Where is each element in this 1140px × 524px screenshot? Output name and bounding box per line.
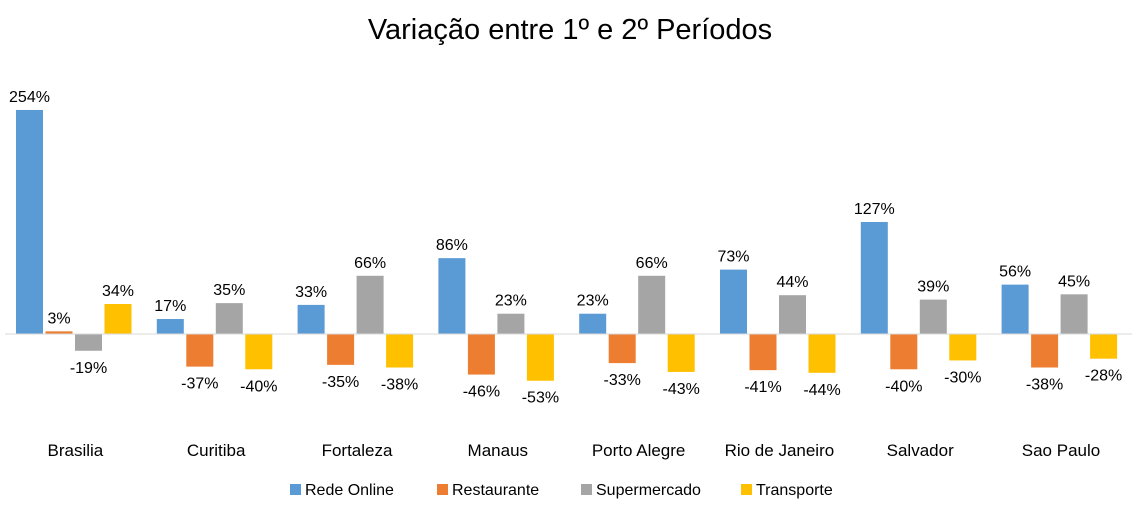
data-label: 17% xyxy=(154,298,186,315)
data-label: -38% xyxy=(381,377,418,394)
data-label: -37% xyxy=(181,376,218,393)
bar-restaurante xyxy=(45,331,73,334)
bar-restaurante xyxy=(1031,334,1059,368)
bar-transporte xyxy=(1090,334,1118,359)
legend-swatch xyxy=(437,484,448,495)
data-label: -40% xyxy=(240,378,277,395)
data-label: 254% xyxy=(9,89,50,106)
data-label: 23% xyxy=(577,293,609,310)
data-label: -44% xyxy=(803,382,840,399)
category-label: Brasilia xyxy=(48,441,104,460)
data-label: 66% xyxy=(354,255,386,272)
data-label: -40% xyxy=(885,378,922,395)
data-label: 86% xyxy=(436,237,468,254)
data-label: -28% xyxy=(1085,368,1122,385)
bar-restaurante xyxy=(890,334,918,370)
chart-title: Variação entre 1º e 2º Períodos xyxy=(368,14,772,46)
data-label: -19% xyxy=(70,360,107,377)
bar-rede-online xyxy=(438,258,466,334)
bar-restaurante xyxy=(608,334,636,364)
bar-supermercado xyxy=(356,275,384,334)
bar-rede-online xyxy=(16,109,43,334)
data-label: -43% xyxy=(663,381,700,398)
bar-supermercado xyxy=(919,299,947,334)
data-label: 127% xyxy=(854,201,895,218)
category-label: Curitiba xyxy=(187,441,246,460)
bar-transporte xyxy=(949,334,977,361)
bar-supermercado xyxy=(497,313,525,334)
bar-supermercado xyxy=(638,275,666,334)
legend-swatch xyxy=(290,484,301,495)
data-label: -46% xyxy=(463,384,500,401)
data-label: -30% xyxy=(944,369,981,386)
bar-rede-online xyxy=(860,221,888,334)
data-label: -38% xyxy=(1026,377,1063,394)
category-label: Porto Alegre xyxy=(592,441,686,460)
data-label: 39% xyxy=(917,279,949,296)
bar-rede-online xyxy=(1001,284,1029,334)
category-label: Rio de Janeiro xyxy=(725,441,835,460)
data-label: 73% xyxy=(717,249,749,266)
bar-supermercado xyxy=(215,303,243,334)
data-label: 66% xyxy=(636,255,668,272)
bar-transporte xyxy=(667,334,695,372)
bar-restaurante xyxy=(749,334,777,371)
legend-swatch xyxy=(581,484,592,495)
bar-transporte xyxy=(245,334,273,370)
bar-transporte xyxy=(104,304,132,334)
data-label: 34% xyxy=(102,283,134,300)
bar-rede-online xyxy=(297,304,325,334)
bar-supermercado xyxy=(779,295,806,334)
bar-rede-online xyxy=(156,319,184,334)
bar-supermercado xyxy=(1060,294,1088,334)
data-label: 23% xyxy=(495,293,527,310)
data-label: 44% xyxy=(776,274,808,291)
bar-transporte xyxy=(526,334,554,381)
bar-restaurante xyxy=(186,334,214,367)
legend-label: Transporte xyxy=(756,482,833,499)
bar-restaurante xyxy=(327,334,355,365)
data-label: 35% xyxy=(213,282,245,299)
legend-label: Restaurante xyxy=(452,482,539,499)
data-label: 45% xyxy=(1058,273,1090,290)
category-label: Salvador xyxy=(887,441,954,460)
category-label: Manaus xyxy=(468,441,528,460)
data-label: -35% xyxy=(322,374,359,391)
data-label: -33% xyxy=(604,372,641,389)
legend-label: Rede Online xyxy=(305,482,394,499)
data-label: 33% xyxy=(295,284,327,301)
bar-supermercado xyxy=(75,334,102,351)
bar-transporte xyxy=(386,334,414,368)
legend-swatch xyxy=(741,484,752,495)
bar-restaurante xyxy=(467,334,495,375)
legend-label: Supermercado xyxy=(596,482,701,499)
data-label: -41% xyxy=(744,379,781,396)
data-label: -53% xyxy=(522,390,559,407)
data-label: 3% xyxy=(47,310,70,327)
bar-rede-online xyxy=(579,313,607,334)
bar-rede-online xyxy=(720,269,747,334)
category-label: Sao Paulo xyxy=(1022,441,1100,460)
category-label: Fortaleza xyxy=(322,441,393,460)
data-label: 56% xyxy=(999,264,1031,281)
bar-transporte xyxy=(808,334,836,373)
